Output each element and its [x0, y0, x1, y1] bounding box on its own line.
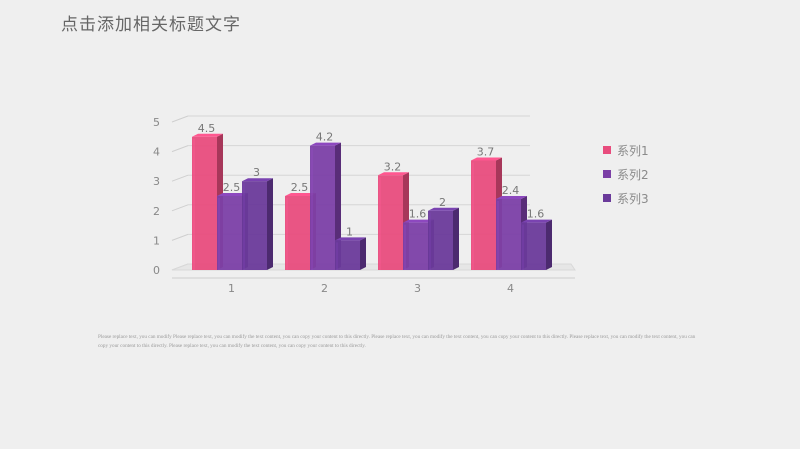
- data-label-2-4: 2.4: [502, 184, 520, 197]
- data-label-3-3: 2: [439, 196, 446, 209]
- data-label-1-4: 3.7: [477, 145, 495, 158]
- data-label-3-2: 1: [346, 225, 353, 238]
- chart-legend: 系列1 系列2 系列3: [603, 138, 649, 210]
- legend-swatch-series3: [603, 194, 611, 202]
- gridline-diag-2: [171, 204, 189, 212]
- data-label-3-4: 1.6: [527, 208, 545, 221]
- data-label-1-1: 4.5: [198, 122, 216, 135]
- x-tick-label-4: 4: [507, 282, 514, 295]
- bar-3-1: [242, 178, 273, 270]
- gridline-diag-4: [171, 145, 189, 153]
- y-tick-label-0: 0: [153, 264, 160, 277]
- data-label-2-2: 4.2: [316, 131, 334, 144]
- legend-label-series3: 系列3: [617, 191, 649, 206]
- x-tick-label-1: 1: [228, 282, 235, 295]
- y-tick-label-4: 4: [153, 146, 160, 159]
- data-label-2-1: 2.5: [223, 181, 241, 194]
- gridline-diag-3: [171, 174, 189, 182]
- slide-title: 点击添加相关标题文字: [61, 15, 241, 35]
- legend-label-series2: 系列2: [617, 167, 649, 182]
- y-tick-label-1: 1: [153, 234, 160, 247]
- x-tick-label-3: 3: [414, 282, 421, 295]
- legend-label-series1: 系列1: [617, 143, 649, 158]
- y-tick-label-5: 5: [153, 116, 160, 129]
- legend-swatch-series1: [603, 146, 611, 154]
- data-label-1-3: 3.2: [384, 160, 402, 173]
- data-label-1-2: 2.5: [291, 181, 309, 194]
- bar-3-4: [521, 219, 552, 270]
- gridline-diag-5: [171, 115, 189, 123]
- legend-item-series1: 系列1: [603, 138, 649, 162]
- legend-swatch-series2: [603, 170, 611, 178]
- data-label-3-1: 3: [253, 166, 260, 179]
- body-text: Please replace text, you can modify Plea…: [98, 334, 696, 349]
- y-tick-label-3: 3: [153, 175, 160, 188]
- data-label-2-3: 1.6: [409, 208, 427, 221]
- bar-3-3: [428, 207, 459, 270]
- legend-item-series2: 系列2: [603, 162, 649, 186]
- legend-item-series3: 系列3: [603, 186, 649, 210]
- x-tick-label-2: 2: [321, 282, 328, 295]
- bar-3-2: [335, 237, 366, 270]
- bar-2-2: [310, 142, 341, 270]
- gridline-diag-1: [171, 233, 189, 241]
- y-tick-label-2: 2: [153, 205, 160, 218]
